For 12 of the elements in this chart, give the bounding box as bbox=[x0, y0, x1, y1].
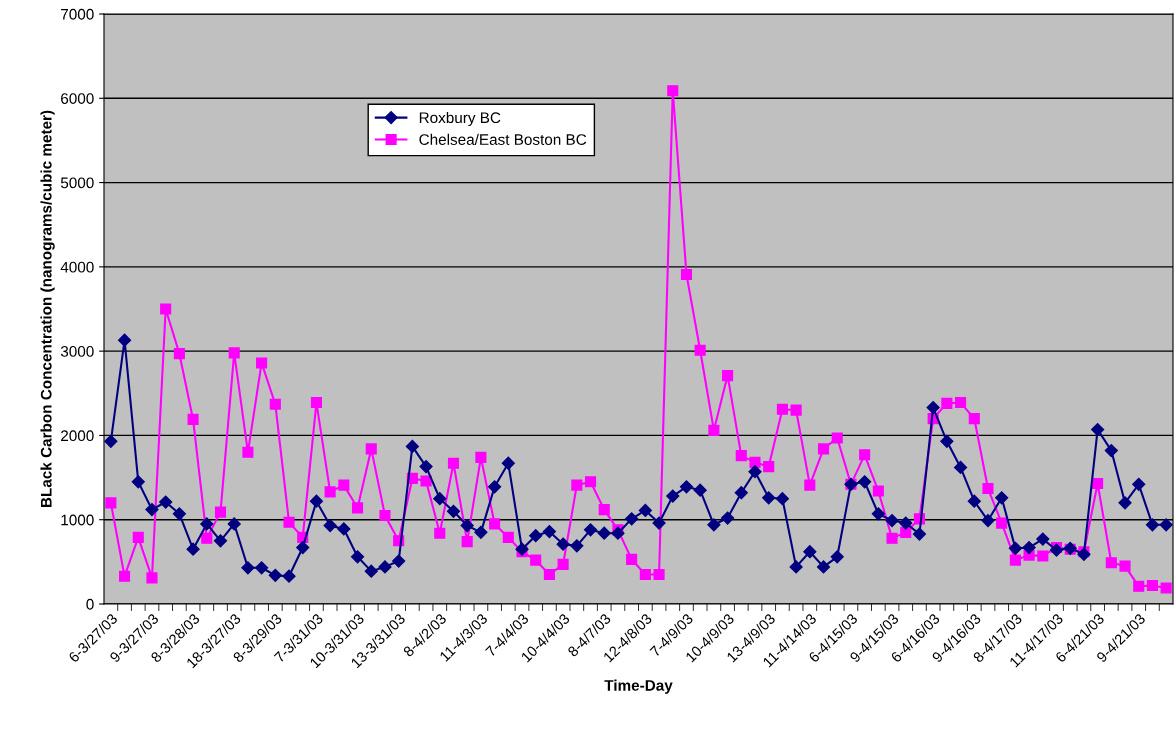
y-tick-label: 6000 bbox=[61, 93, 94, 104]
y-tick-label: 2000 bbox=[61, 430, 94, 442]
legend-label: Roxbury BC bbox=[419, 111, 501, 127]
y-tick-label: 1000 bbox=[61, 514, 94, 526]
y-tick-label: 0 bbox=[86, 598, 94, 610]
y-tick-label: 5000 bbox=[60, 177, 94, 189]
y-tick-label: 4000 bbox=[60, 261, 94, 273]
y-tick-label: 7000 bbox=[61, 8, 94, 20]
legend-label: Chelsea/East Boston BC bbox=[419, 133, 587, 145]
y-tick-label: 3000 bbox=[60, 346, 94, 357]
x-axis-title: Time-Day bbox=[604, 679, 673, 694]
y-axis-title: BLack Carbon Concentration (nanograms/cubic meter) bbox=[40, 110, 55, 508]
